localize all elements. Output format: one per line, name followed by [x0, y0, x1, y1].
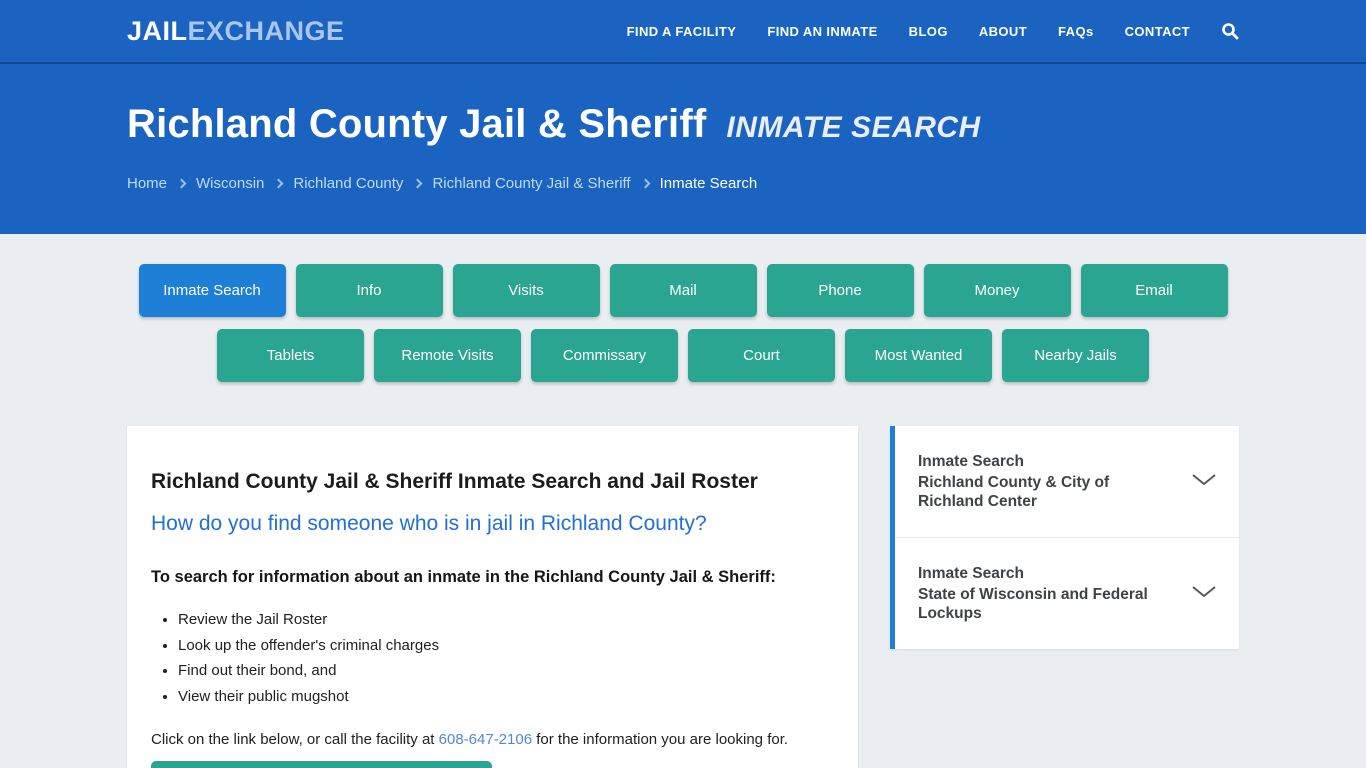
- jailexchange-logo[interactable]: JAILEXCHANGE: [127, 16, 345, 47]
- article-heading: Richland County Jail & Sheriff Inmate Se…: [151, 470, 758, 493]
- closing-prefix: Click on the link below, or call the fac…: [151, 731, 439, 748]
- search-icon[interactable]: [1221, 22, 1239, 40]
- facility-tabs: Inmate Search Info Visits Mail Phone Mon…: [127, 264, 1239, 382]
- tab-remote-visits[interactable]: Remote Visits: [374, 329, 521, 382]
- nav-faqs[interactable]: FAQs: [1058, 23, 1094, 39]
- chevron-right-icon: [273, 178, 284, 189]
- chevron-down-icon: [1191, 585, 1217, 603]
- breadcrumb: Home Wisconsin Richland County Richland …: [127, 175, 1239, 192]
- tab-row-1: Inmate Search Info Visits Mail Phone Mon…: [127, 264, 1239, 317]
- tab-commissary[interactable]: Commissary: [531, 329, 678, 382]
- breadcrumb-facility[interactable]: Richland County Jail & Sheriff: [432, 175, 631, 192]
- nav-contact[interactable]: CONTACT: [1124, 23, 1190, 39]
- inmate-search-sidebar: Inmate Search Richland County & City of …: [890, 426, 1239, 649]
- hero-banner: Richland County Jail & Sheriff INMATE SE…: [0, 64, 1366, 234]
- tab-tablets[interactable]: Tablets: [217, 329, 364, 382]
- cut-off-action-button[interactable]: [151, 761, 492, 768]
- chevron-right-icon: [412, 178, 423, 189]
- main-article-card: Richland County Jail & Sheriff Inmate Se…: [127, 426, 858, 768]
- nav-about[interactable]: ABOUT: [978, 23, 1028, 39]
- tab-phone[interactable]: Phone: [766, 264, 914, 317]
- article-subheading: How do you find someone who is in jail i…: [151, 512, 707, 535]
- chevron-right-icon: [640, 178, 651, 189]
- intro-text: To search for information about an inmat…: [151, 568, 776, 586]
- closing-text: Click on the link below, or call the fac…: [151, 731, 834, 748]
- tab-mail[interactable]: Mail: [609, 264, 757, 317]
- closing-suffix: for the information you are looking for.: [532, 731, 789, 748]
- breadcrumb-current: Inmate Search: [659, 175, 758, 192]
- sidebar-item-richland-county-lockups[interactable]: Inmate Search Richland County & City of …: [895, 426, 1239, 537]
- tab-court[interactable]: Court: [688, 329, 835, 382]
- sidebar-item-subtitle: State of Wisconsin and Federal Lockups: [918, 586, 1148, 622]
- page-subtitle: INMATE SEARCH: [726, 111, 981, 144]
- breadcrumb-home[interactable]: Home: [127, 175, 168, 192]
- nav-blog[interactable]: BLOG: [908, 23, 948, 39]
- search-steps-list: Review the Jail Roster Look up the offen…: [151, 607, 834, 709]
- sidebar-item-subtitle: Richland County & City of Richland Cente…: [918, 474, 1110, 510]
- list-item: Find out their bond, and: [178, 658, 834, 684]
- breadcrumb-wisconsin[interactable]: Wisconsin: [196, 175, 265, 192]
- list-item: Review the Jail Roster: [178, 607, 834, 633]
- tab-inmate-search[interactable]: Inmate Search: [138, 264, 286, 317]
- chevron-down-icon: [1191, 473, 1217, 491]
- breadcrumb-richland-county[interactable]: Richland County: [293, 175, 404, 192]
- sidebar-item-title: Inmate Search: [918, 565, 1024, 582]
- sidebar-item-title: Inmate Search: [918, 453, 1024, 470]
- nav-find-an-inmate[interactable]: FIND AN INMATE: [767, 23, 878, 39]
- logo-text-jail: JAIL: [127, 15, 188, 46]
- tab-row-2: Tablets Remote Visits Commissary Court M…: [127, 329, 1239, 382]
- list-item: View their public mugshot: [178, 684, 834, 710]
- tab-email[interactable]: Email: [1080, 264, 1228, 317]
- top-bar: JAILEXCHANGE FIND A FACILITY FIND AN INM…: [0, 0, 1366, 64]
- tab-money[interactable]: Money: [923, 264, 1071, 317]
- list-item: Look up the offender's criminal charges: [178, 633, 834, 659]
- main-nav: FIND A FACILITY FIND AN INMATE BLOG ABOU…: [627, 22, 1239, 40]
- nav-find-a-facility[interactable]: FIND A FACILITY: [626, 23, 737, 39]
- sidebar-item-state-federal-lockups[interactable]: Inmate Search State of Wisconsin and Fed…: [895, 537, 1239, 649]
- logo-text-exchange: EXCHANGE: [187, 15, 345, 46]
- page-title: Richland County Jail & Sheriff: [127, 102, 707, 146]
- tab-visits[interactable]: Visits: [452, 264, 600, 317]
- tab-info[interactable]: Info: [295, 264, 443, 317]
- facility-phone-link[interactable]: 608-647-2106: [438, 731, 533, 748]
- tab-most-wanted[interactable]: Most Wanted: [845, 329, 992, 382]
- tab-nearby-jails[interactable]: Nearby Jails: [1002, 329, 1149, 382]
- chevron-right-icon: [176, 178, 187, 189]
